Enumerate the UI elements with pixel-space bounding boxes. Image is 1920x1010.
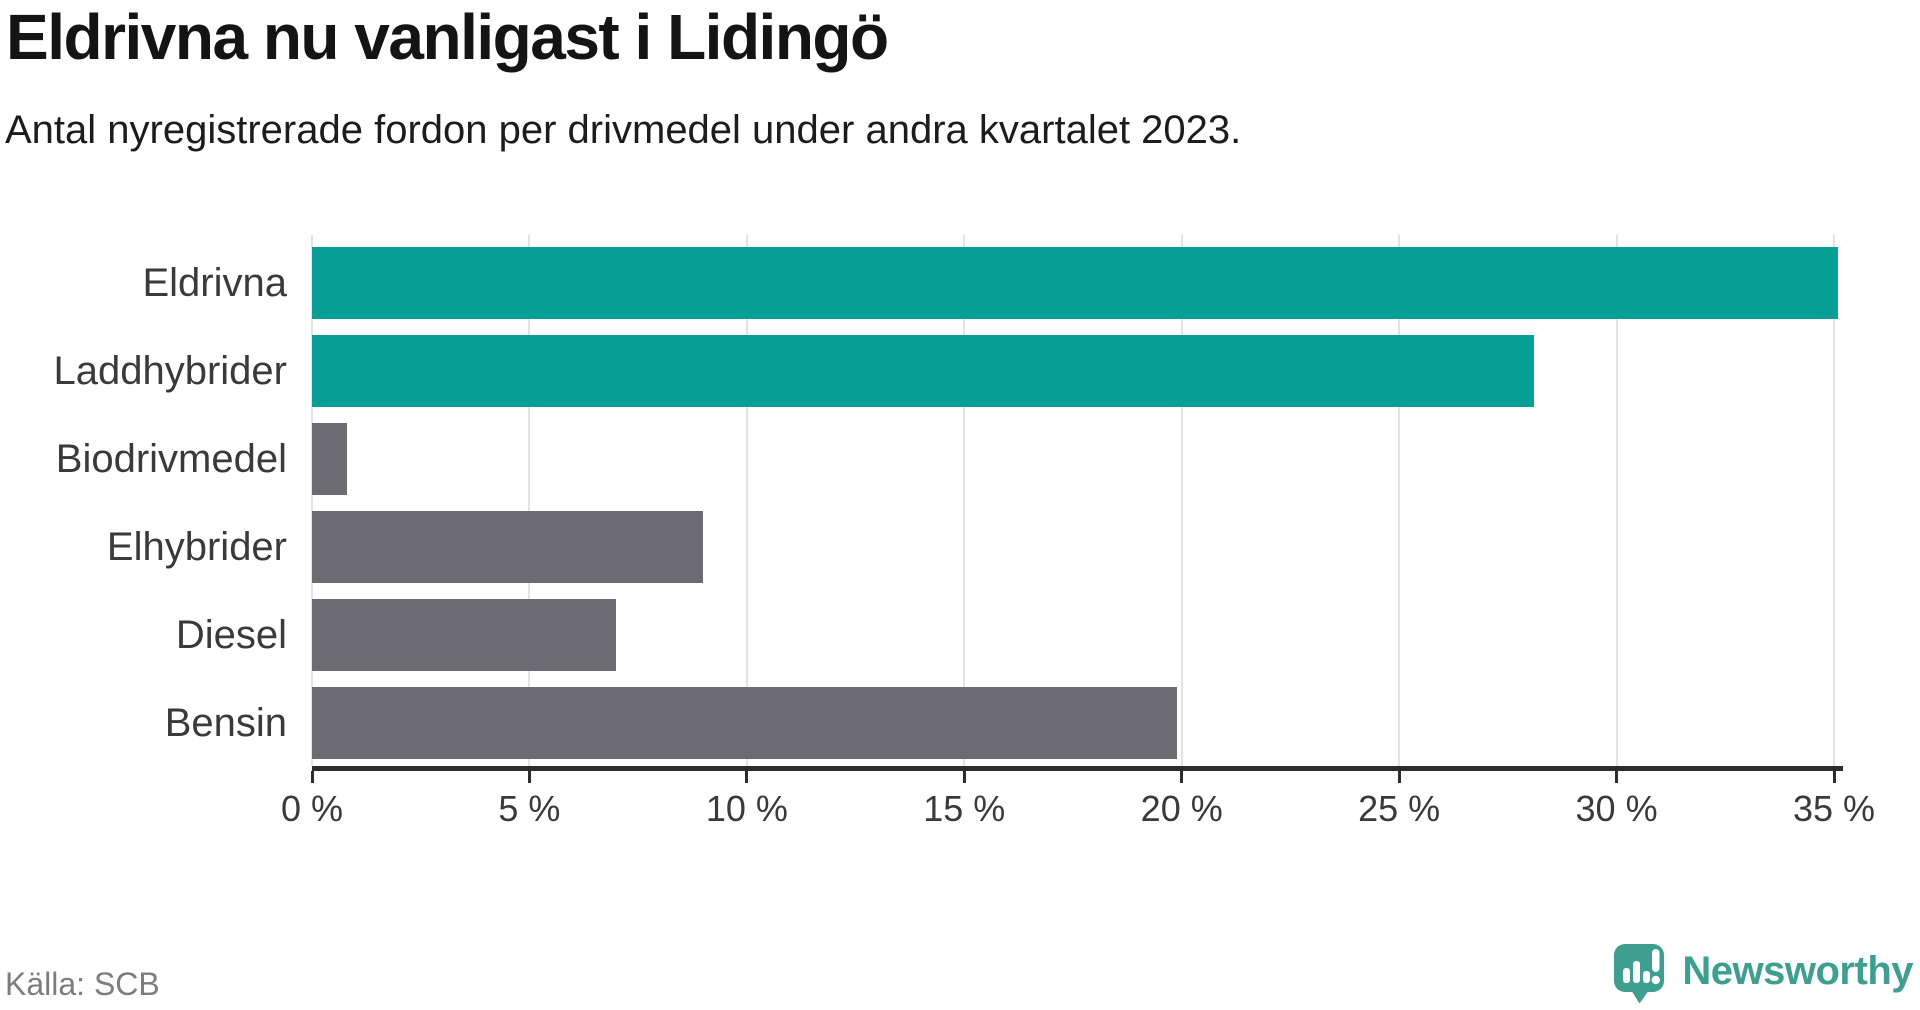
chart-subtitle: Antal nyregistrerade fordon per drivmede… xyxy=(5,108,1242,152)
category-label-elhybrider: Elhybrider xyxy=(106,525,287,569)
chart-row-elhybrider: Elhybrider xyxy=(0,511,1834,583)
x-axis-line xyxy=(312,766,1843,771)
bar-rows: Eldrivna Laddhybrider Biodrivmedel Elhybrid… xyxy=(0,235,1839,759)
bar-eldrivna xyxy=(312,247,1839,319)
bar-chart-plot-area: Eldrivna Laddhybrider Biodrivmedel Elhybrid… xyxy=(0,235,1839,766)
bar-elhybrider xyxy=(312,511,704,583)
source-note: Källa: SCB xyxy=(5,966,160,1002)
brand-logo: Newsworthy xyxy=(1613,938,1913,1004)
x-axis-tick-5 xyxy=(527,771,531,783)
bar-track-eldrivna xyxy=(312,247,1839,319)
category-label-bensin: Bensin xyxy=(164,701,287,745)
x-axis-tick-label-10: 10 % xyxy=(705,788,788,829)
chart-row-eldrivna: Eldrivna xyxy=(0,247,1839,319)
gridline-35 xyxy=(1833,235,1835,766)
gridline-15 xyxy=(963,235,966,766)
bar-track-bensin xyxy=(312,687,1834,759)
bar-track-diesel xyxy=(312,599,1834,671)
gridline-25 xyxy=(1398,235,1401,766)
gridline-10 xyxy=(745,235,748,766)
bar-bensin xyxy=(312,687,1178,759)
x-axis-tick-0 xyxy=(310,771,314,783)
category-label-diesel: Diesel xyxy=(175,613,287,657)
x-axis-tick-30 xyxy=(1615,771,1619,783)
x-axis-tick-20 xyxy=(1180,771,1184,783)
chart-row-bensin: Bensin xyxy=(0,687,1834,759)
x-axis-tick-label-0: 0 % xyxy=(280,788,344,829)
x-axis-tick-label-35: 35 % xyxy=(1792,788,1876,829)
bar-laddhybrider xyxy=(312,335,1534,407)
chart-title: Eldrivna nu vanligast i Lidingö xyxy=(6,1,889,73)
brand-name: Newsworthy xyxy=(1682,948,1913,993)
x-axis: 0 % 5 % 10 % 15 % 20 % 25 % 30 % 35 % xyxy=(281,766,1875,836)
x-axis-tick-label-5: 5 % xyxy=(498,788,561,829)
bar-biodrivmedel xyxy=(312,423,347,495)
x-axis-tick-15 xyxy=(962,771,966,783)
category-label-eldrivna: Eldrivna xyxy=(142,261,287,305)
gridline-0 xyxy=(311,235,313,766)
x-axis-tick-label-25: 25 % xyxy=(1358,788,1441,829)
x-axis-tick-25 xyxy=(1397,771,1401,783)
chart-row-diesel: Diesel xyxy=(0,599,1834,671)
category-label-laddhybrider: Laddhybrider xyxy=(53,349,288,393)
bar-track-elhybrider xyxy=(312,511,1834,583)
gridline-20 xyxy=(1180,235,1183,766)
gridline-layer xyxy=(311,235,1835,766)
gridline-5 xyxy=(528,235,531,766)
x-axis-tick-label-15: 15 % xyxy=(923,788,1006,829)
bar-diesel xyxy=(312,599,617,671)
x-axis-tick-label-20: 20 % xyxy=(1140,788,1223,829)
bar-track-laddhybrider xyxy=(312,335,1834,407)
x-axis-tick-10 xyxy=(745,771,749,783)
newsworthy-speech-bubble-bar-chart-icon xyxy=(1613,938,1669,1004)
gridline-30 xyxy=(1615,235,1618,766)
bar-track-biodrivmedel xyxy=(312,423,1834,495)
chart-row-laddhybrider: Laddhybrider xyxy=(0,335,1834,407)
x-axis-tick-label-30: 30 % xyxy=(1575,788,1658,829)
x-axis-tick-35 xyxy=(1832,771,1836,783)
category-label-biodrivmedel: Biodrivmedel xyxy=(55,437,287,481)
chart-row-biodrivmedel: Biodrivmedel xyxy=(0,423,1834,495)
